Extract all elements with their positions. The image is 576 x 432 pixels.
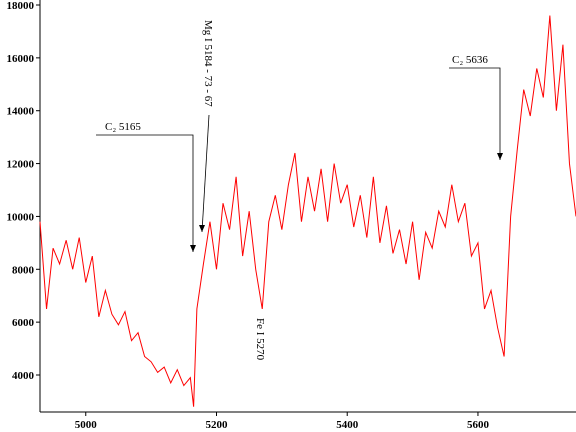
y-tick-label: 18000	[7, 0, 35, 12]
arrow-head	[199, 225, 205, 232]
x-tick-label: 5200	[205, 419, 228, 431]
x-tick-label: 5600	[467, 419, 490, 431]
y-tick-label: 14000	[7, 106, 35, 118]
annotation-line	[201, 114, 210, 233]
spectrum-line	[39, 15, 576, 407]
annotation: Mg I 5184 - 73 - 67	[202, 20, 214, 107]
y-tick-label: 8000	[12, 264, 35, 276]
arrow-head	[190, 245, 196, 252]
annotation: C₂ 5165	[105, 121, 141, 133]
x-tick-label: 5000	[75, 419, 98, 431]
y-tick-label: 6000	[12, 317, 35, 329]
annotation: C₂ 5636	[452, 54, 488, 66]
y-tick-label: 16000	[7, 53, 35, 65]
annotation-line	[96, 134, 194, 252]
y-tick-label: 10000	[7, 211, 35, 223]
arrow-head	[497, 153, 503, 160]
annotation: Fe I 5270	[254, 318, 266, 361]
annotation-line	[449, 67, 501, 160]
y-tick-label: 4000	[12, 370, 35, 382]
y-tick-label: 12000	[7, 159, 35, 171]
x-tick-label: 5400	[336, 419, 359, 431]
